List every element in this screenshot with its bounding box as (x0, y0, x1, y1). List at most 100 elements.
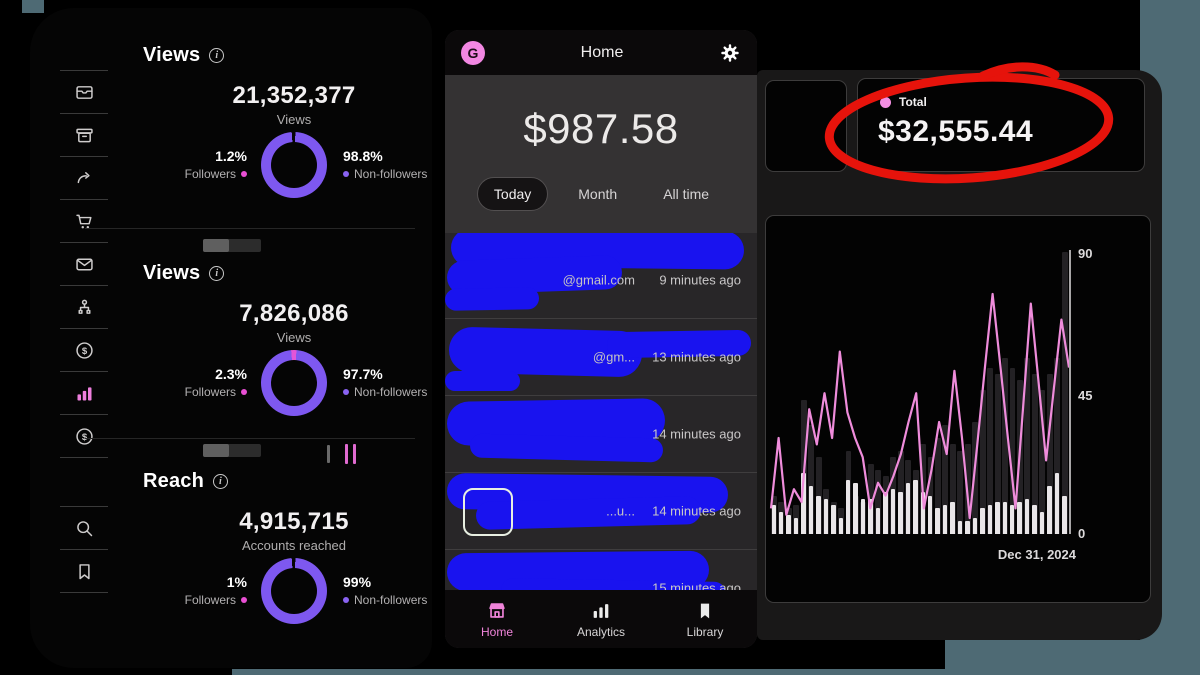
tick-mark (327, 445, 330, 463)
y-axis-tick: 0 (1078, 526, 1086, 541)
non-followers-pct: 98.8% (343, 148, 383, 164)
time-range-tabs: Today Month All time (445, 177, 757, 211)
chart-bars-icon (77, 386, 91, 400)
stat-sublabel: Views (276, 112, 312, 127)
pink-dot (241, 389, 247, 395)
followers-pct: 1.2% (215, 148, 247, 164)
redaction-scribble (469, 433, 664, 463)
stat-value: 7,826,086 (239, 300, 349, 327)
app-header: G Home (445, 30, 757, 75)
tab-month[interactable]: Month (578, 186, 618, 202)
sidebar-item-messages[interactable] (60, 242, 108, 285)
sidebar-spacer (60, 457, 108, 506)
sidebar-item-insights[interactable] (60, 371, 108, 414)
redaction-scribble (445, 371, 520, 391)
desktop-background (945, 640, 1200, 675)
pink-dot (241, 597, 247, 603)
redaction-scribble (445, 287, 539, 311)
followers-pct: 2.3% (215, 366, 247, 382)
app-logo: G (461, 40, 485, 65)
sidebar-item-payouts[interactable]: $ (60, 414, 108, 457)
revenue-chart-plot (771, 246, 1069, 534)
balance-section: $987.58 Today Month All time (445, 75, 757, 233)
non-followers-legend: 98.8% Non-followers (343, 148, 432, 181)
stat-title: Views (143, 262, 225, 285)
stat-title-text: Views (143, 262, 201, 284)
transaction-timestamp: 13 minutes ago (652, 349, 741, 365)
transaction-row[interactable]: ...u... 14 minutes ago (445, 473, 757, 550)
non-followers-label: Non-followers (354, 593, 428, 607)
info-icon[interactable] (213, 474, 229, 489)
stat-title: Views (143, 44, 225, 67)
stat-sublabel: Views (276, 330, 312, 345)
desktop-background (232, 669, 945, 675)
stat-title-text: Views (143, 44, 201, 66)
mail-icon (75, 258, 93, 270)
nav-item-home[interactable]: Home (445, 590, 549, 648)
stat-title-text: Reach (143, 470, 205, 492)
dollar-icon: $ (75, 427, 93, 445)
tab-all-time[interactable]: All time (663, 186, 710, 202)
followers-legend: 2.3% Followers (115, 366, 247, 399)
tab-today[interactable]: Today (476, 177, 549, 211)
transaction-row[interactable]: @gm... 13 minutes ago (445, 319, 757, 396)
scrollbar[interactable] (203, 444, 261, 457)
total-label: Total (899, 95, 927, 109)
bottom-navigation: Home Analytics Library (445, 590, 757, 648)
insights-sidebar: $ $ (60, 70, 108, 593)
svg-text:$: $ (81, 346, 87, 357)
sidebar-item-share[interactable] (60, 156, 108, 199)
sidebar-item-shop[interactable] (60, 199, 108, 242)
transactions-list: @gmail.com 9 minutes ago @gm... 13 minut… (445, 233, 757, 590)
gear-icon[interactable] (719, 42, 741, 64)
network-icon (78, 299, 90, 314)
sidebar-item-archive[interactable] (60, 113, 108, 156)
transaction-row[interactable]: 14 minutes ago (445, 396, 757, 473)
sidebar-item-inbox[interactable] (60, 70, 108, 113)
pink-tick-mark (353, 444, 356, 464)
pink-dot (880, 96, 891, 108)
info-icon[interactable] (209, 266, 225, 281)
dollar-icon: $ (75, 341, 93, 359)
balance-amount: $987.58 (523, 105, 679, 152)
transaction-row[interactable]: 15 minutes ago (445, 550, 757, 590)
bar-chart-icon (593, 603, 609, 618)
sidebar-item-earnings[interactable]: $ (60, 328, 108, 371)
nav-label: Analytics (576, 624, 626, 639)
followers-label: Followers (184, 385, 236, 399)
sidebar-item-search[interactable] (60, 506, 108, 549)
chart-line (771, 246, 1069, 534)
transaction-timestamp: 14 minutes ago (652, 503, 741, 519)
followers-label: Followers (184, 593, 236, 607)
followers-pct: 1% (226, 574, 247, 590)
nav-item-analytics[interactable]: Analytics (549, 590, 653, 648)
nav-label: Library (686, 624, 724, 639)
stat-value: 4,915,715 (239, 508, 349, 535)
sidebar-item-network[interactable] (60, 285, 108, 328)
non-followers-pct: 99% (343, 574, 372, 590)
followers-legend: 1% Followers (115, 574, 247, 607)
y-axis-tick: 90 (1078, 246, 1093, 261)
email-fragment: ...u... (606, 503, 635, 519)
transaction-timestamp: 14 minutes ago (652, 426, 741, 442)
payments-app-phone: G Home $987.58 Today Month All time (445, 30, 757, 648)
earnings-dashboard-panel: Total $32,555.44 90 45 0 Dec 31, 2024 (757, 62, 1162, 640)
email-fragment: @gm... (592, 349, 635, 365)
nav-label: Home (480, 624, 513, 639)
info-icon[interactable] (209, 48, 225, 63)
earnings-chart-card: 90 45 0 Dec 31, 2024 (765, 215, 1151, 603)
non-followers-legend: 99% Non-followers (343, 574, 432, 607)
nav-item-library[interactable]: Library (653, 590, 757, 648)
purple-dot (343, 597, 349, 603)
stat-card-empty (765, 80, 847, 172)
bookmark-icon (700, 603, 710, 618)
svg-text:$: $ (81, 432, 87, 443)
followers-label: Followers (184, 167, 236, 181)
transaction-row[interactable]: @gmail.com 9 minutes ago (445, 233, 757, 319)
sidebar-item-saved[interactable] (60, 549, 108, 593)
non-followers-legend: 97.7% Non-followers (343, 366, 432, 399)
stat-value: 21,352,377 (232, 82, 356, 109)
reach-donut-chart (261, 558, 327, 624)
scrollbar[interactable] (203, 239, 261, 252)
pink-dot (241, 171, 247, 177)
